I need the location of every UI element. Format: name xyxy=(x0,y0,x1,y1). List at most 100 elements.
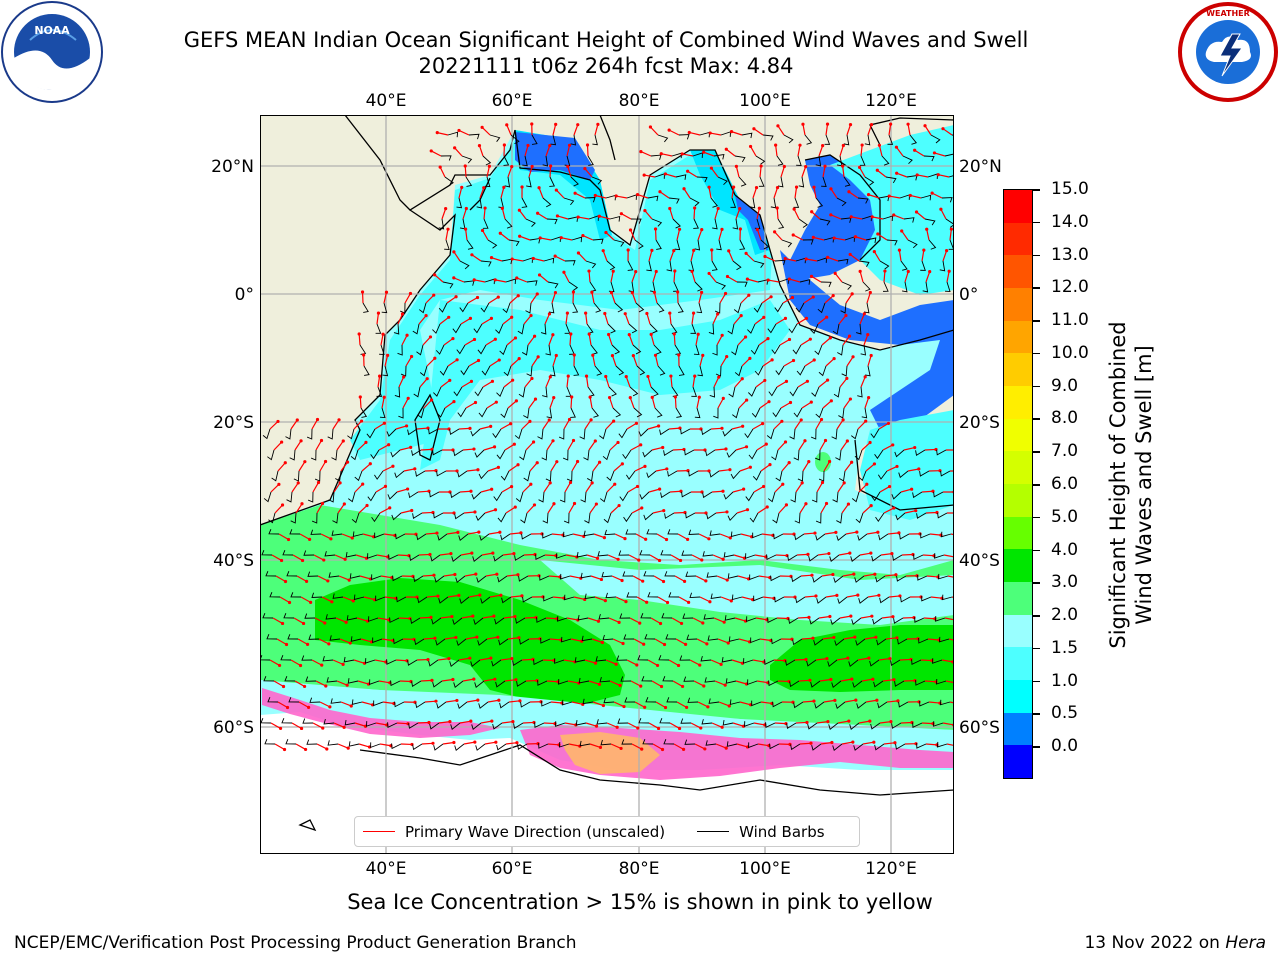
wave-direction-arrow xyxy=(858,720,870,724)
wave-arrow-head xyxy=(811,235,815,239)
wave-direction-arrow xyxy=(567,440,575,451)
wave-direction-arrow xyxy=(846,594,858,598)
wave-direction-arrow xyxy=(342,596,354,602)
colorbar-tick-label: 7.0 xyxy=(1051,441,1079,462)
wave-arrow-head xyxy=(893,741,897,745)
wind-barb xyxy=(538,743,549,749)
wave-arrow-head xyxy=(547,312,552,316)
wave-arrow-head xyxy=(619,212,623,216)
wave-arrow-head xyxy=(489,316,494,320)
wind-barb xyxy=(497,512,507,523)
wave-arrow-head xyxy=(829,399,833,403)
wind-barb xyxy=(438,302,448,313)
wave-arrow-head xyxy=(866,333,870,337)
wave-direction-arrow xyxy=(509,295,519,304)
wave-direction-arrow xyxy=(564,482,572,493)
wind-barb xyxy=(306,428,313,440)
wave-direction-arrow xyxy=(822,636,834,640)
wave-arrow-head xyxy=(519,531,523,535)
wave-arrow-head xyxy=(900,229,904,233)
wave-direction-arrow xyxy=(691,313,695,325)
wave-direction-arrow xyxy=(544,313,550,325)
wave-direction-arrow xyxy=(670,554,681,561)
wave-arrow-head xyxy=(831,572,835,577)
lon-label-top: 60°E xyxy=(492,91,533,111)
wave-arrow-head xyxy=(516,573,520,577)
wave-direction-arrow xyxy=(464,338,475,346)
wave-direction-arrow xyxy=(549,397,555,409)
wave-arrow-head xyxy=(887,194,891,198)
wave-arrow-head xyxy=(535,461,539,465)
wave-direction-arrow xyxy=(419,378,428,388)
wave-arrow-head xyxy=(686,537,690,541)
wave-direction-arrow xyxy=(507,400,517,409)
wind-barb xyxy=(914,617,925,623)
wave-direction-arrow xyxy=(782,296,793,304)
wave-direction-arrow xyxy=(481,552,493,556)
wave-arrow-head xyxy=(832,356,836,361)
wind-barb xyxy=(412,512,423,519)
wind-barb xyxy=(900,260,908,271)
wind-barb xyxy=(347,428,355,440)
wave-direction-arrow xyxy=(631,271,637,283)
wind-barb xyxy=(366,428,376,439)
wave-direction-arrow xyxy=(319,701,331,708)
wind-barb xyxy=(852,680,863,688)
wind-barb xyxy=(615,365,625,376)
wind-barb xyxy=(642,738,654,745)
wave-direction-arrow xyxy=(321,596,333,603)
wind-barb xyxy=(563,197,575,206)
wind-barb xyxy=(858,470,867,482)
wind-barb xyxy=(394,386,401,398)
wave-direction-arrow xyxy=(759,401,770,409)
wind-barb xyxy=(388,554,399,560)
wave-direction-arrow xyxy=(584,168,593,178)
wave-direction-arrow xyxy=(299,533,310,540)
wind-barb xyxy=(934,553,945,559)
wave-arrow-head xyxy=(808,337,812,341)
wave-direction-arrow xyxy=(545,617,558,620)
wind-barb xyxy=(787,554,798,561)
wind-barb xyxy=(727,573,739,579)
wave-direction-arrow xyxy=(404,293,411,304)
wind-barb xyxy=(793,449,800,461)
wave-arrow-head xyxy=(770,358,774,362)
wave-direction-arrow xyxy=(942,128,953,136)
wind-barb xyxy=(455,575,466,583)
wave-arrow-head xyxy=(628,228,633,232)
wind-barb xyxy=(558,428,565,440)
wave-direction-arrow xyxy=(621,213,632,220)
wave-direction-arrow xyxy=(837,720,849,724)
wave-arrow-head xyxy=(530,164,534,169)
wave-arrow-head xyxy=(646,374,650,379)
wave-direction-arrow xyxy=(914,149,925,157)
wind-barb xyxy=(664,512,675,519)
wind-barb xyxy=(681,491,692,498)
wave-direction-arrow xyxy=(294,680,305,687)
wave-direction-arrow xyxy=(670,375,673,388)
wave-arrow-head xyxy=(959,703,962,706)
wave-arrow-head xyxy=(405,333,409,337)
wind-barb xyxy=(924,218,936,226)
wind-barb xyxy=(798,176,805,188)
wind-barb xyxy=(547,281,559,289)
wind-barb xyxy=(534,722,545,729)
wave-arrow-head xyxy=(639,150,643,154)
wind-barb xyxy=(814,701,825,709)
wave-direction-arrow xyxy=(855,236,867,241)
wave-direction-arrow xyxy=(747,278,759,283)
wave-arrow-head xyxy=(326,579,330,583)
wind-barb xyxy=(263,676,275,682)
wind-barb xyxy=(680,428,691,435)
wave-direction-arrow xyxy=(468,359,479,367)
wind-barb xyxy=(473,617,484,625)
wave-arrow-head xyxy=(872,740,876,744)
wind-barb xyxy=(812,575,823,583)
wind-barb xyxy=(855,512,864,524)
wind-barb xyxy=(752,532,763,539)
wind-barb xyxy=(693,344,700,356)
wind-barb xyxy=(379,344,385,356)
wind-barb xyxy=(616,655,628,661)
wind-barb xyxy=(599,491,608,503)
wind-barb xyxy=(497,575,508,583)
